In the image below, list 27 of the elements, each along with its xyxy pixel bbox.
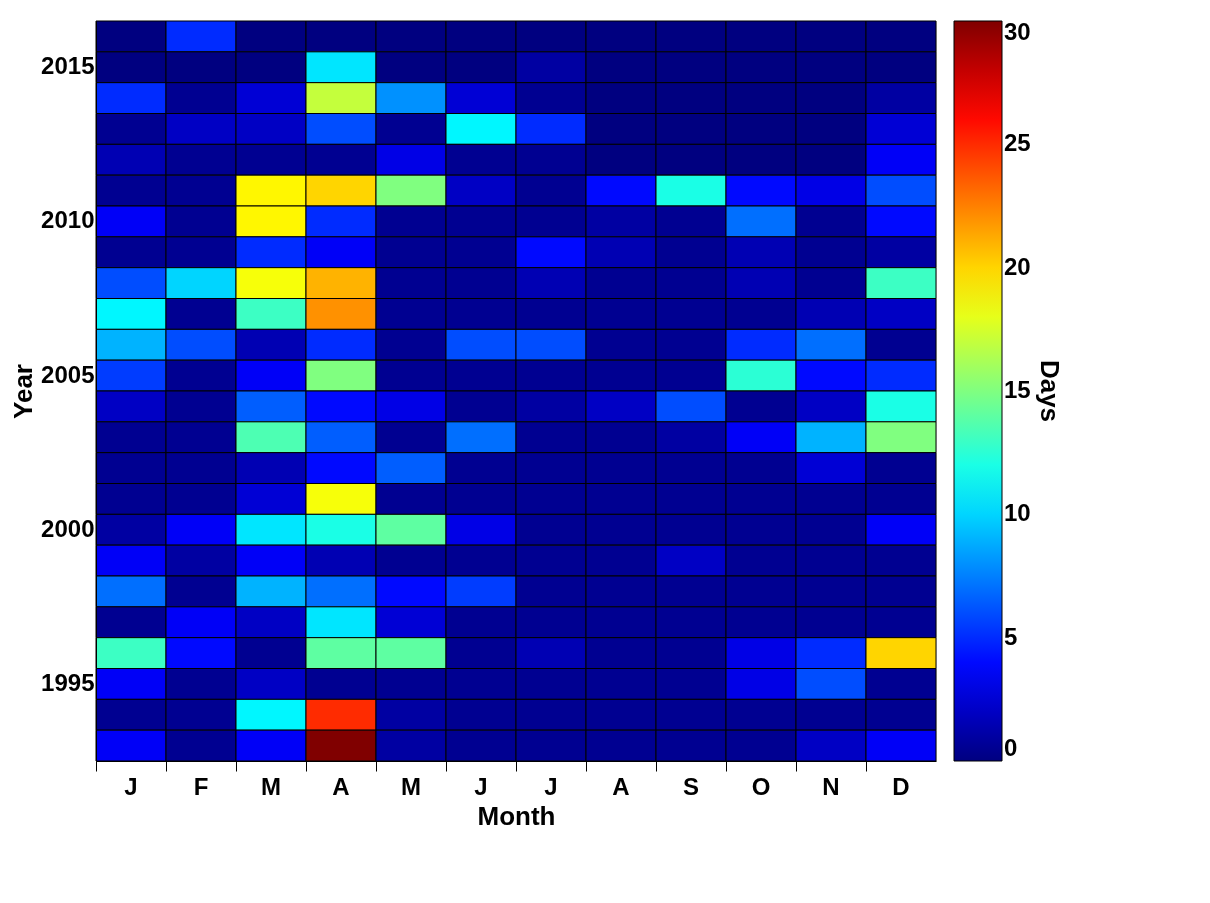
y-tick-label: 1995 <box>41 668 95 696</box>
color-bar-title: Days <box>1035 359 1065 423</box>
x-tick-label: J <box>474 772 488 800</box>
x-axis-title: Month <box>477 800 556 831</box>
x-tick-label: A <box>612 772 630 800</box>
x-tick-label: M <box>261 772 281 800</box>
color-bar-label: 0 <box>1004 734 1018 761</box>
x-tick-label: A <box>332 772 350 800</box>
color-bar-label: 15 <box>1004 376 1031 403</box>
x-tick-label: D <box>892 772 910 800</box>
y-tick-label: 2015 <box>41 52 95 80</box>
y-tick-label: 2000 <box>41 514 95 542</box>
color-bar-label: 5 <box>1004 622 1018 650</box>
color-bar-label: 10 <box>1004 499 1031 527</box>
x-tick-label: N <box>822 772 840 800</box>
x-tick-label: M <box>401 772 421 800</box>
x-tick-label: O <box>751 772 771 800</box>
x-tick-label: F <box>193 772 209 800</box>
x-tick-label: J <box>544 772 558 800</box>
x-tick-label: J <box>124 772 138 800</box>
y-axis-title: Year <box>8 364 39 419</box>
color-bar-label: 20 <box>1004 252 1031 280</box>
color-bar-label: 25 <box>1004 129 1031 157</box>
y-tick-label: 2010 <box>41 206 95 234</box>
color-bar-label: 30 <box>1004 18 1031 45</box>
x-tick-label: S <box>682 772 700 800</box>
y-tick-label: 2005 <box>41 360 95 388</box>
